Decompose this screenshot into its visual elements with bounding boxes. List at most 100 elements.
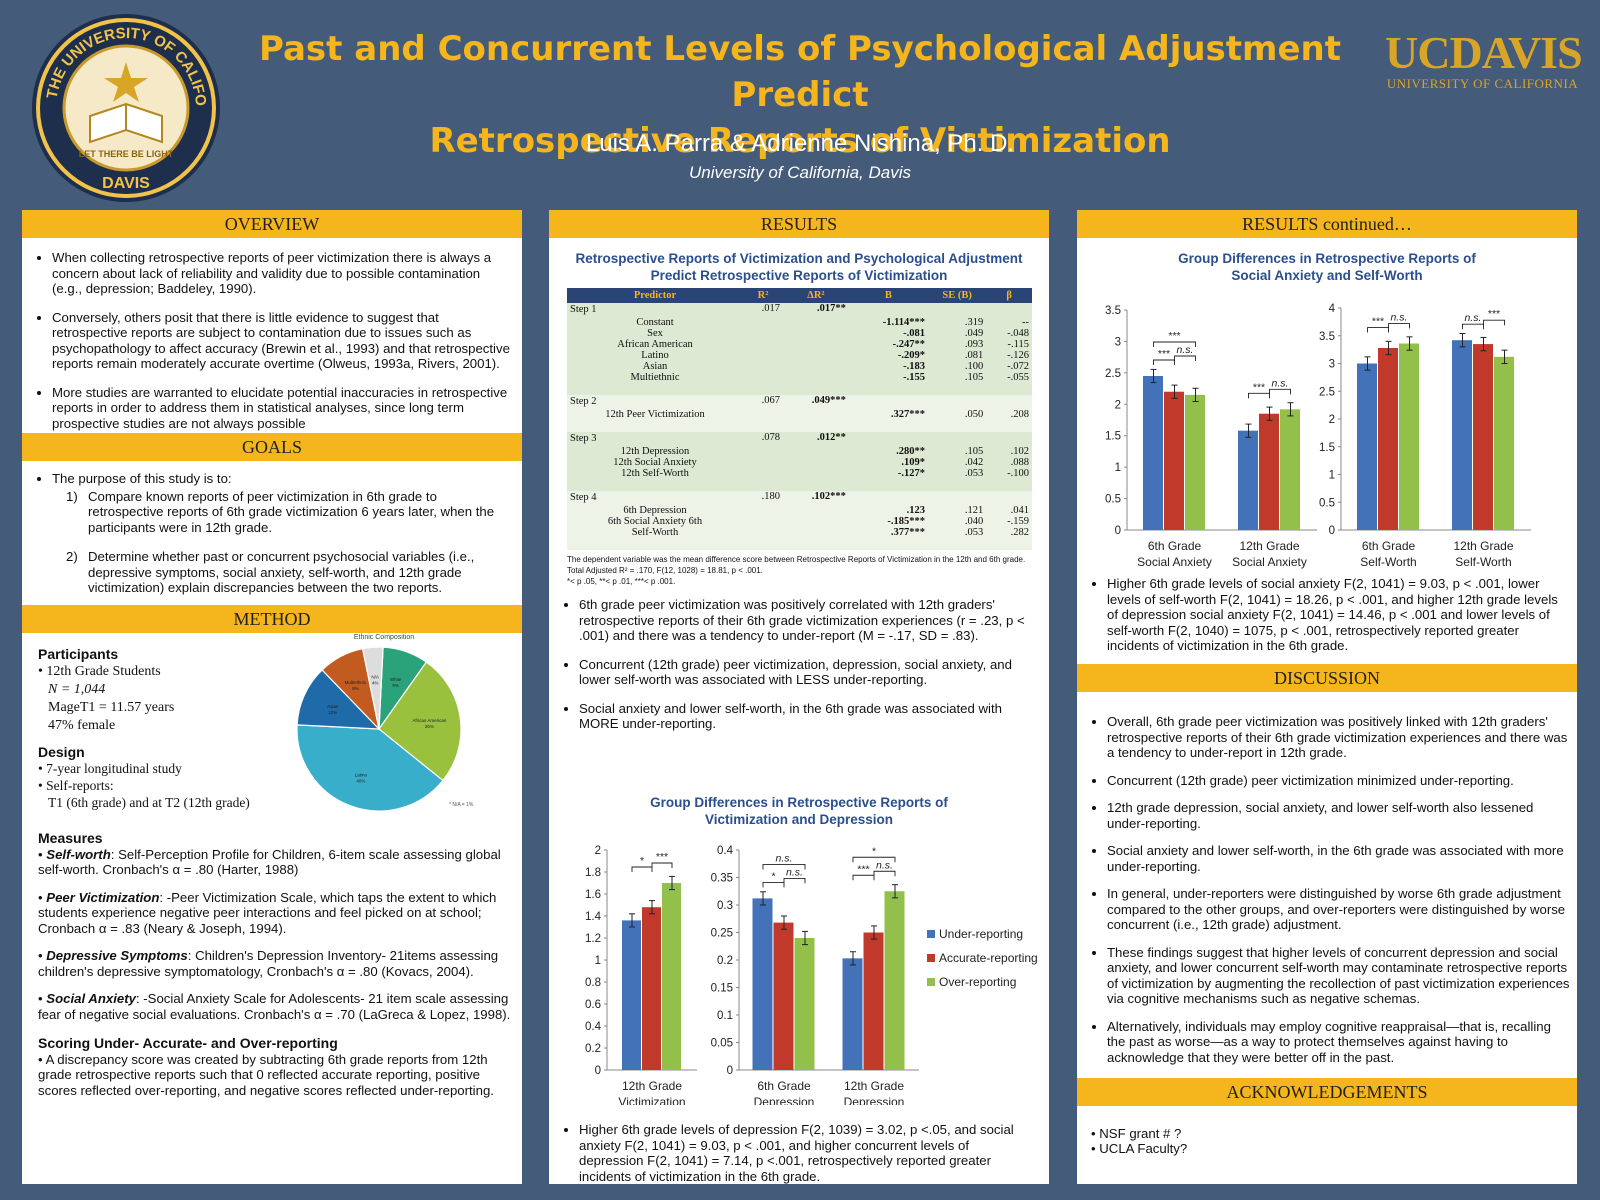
table-row: Self-Worth .377*** .053 .282	[567, 527, 1032, 538]
significance-bracket	[852, 874, 875, 881]
table-cell: .012**	[816, 432, 846, 443]
acknowledgements-heading: ACKNOWLEDGEMENTS	[1077, 1078, 1577, 1106]
table-cell: .102	[1010, 446, 1029, 457]
measure-item: • Social Anxiety: -Social Anxiety Scale …	[38, 991, 511, 1022]
x-category-label: Social Anxiety	[1137, 555, 1212, 569]
table-cell: -.127*	[897, 468, 926, 479]
significance-bracket	[1388, 323, 1410, 329]
results-bullet: 6th grade peer victimization was positiv…	[579, 597, 1035, 644]
goal-text: Determine whether past or concurrent psy…	[88, 549, 475, 595]
bar	[794, 938, 815, 1070]
table-cell: .102***	[811, 491, 846, 502]
significance-bracket	[1153, 359, 1175, 365]
significance-label: ***	[1168, 330, 1180, 342]
pie-value-label: 26%	[425, 724, 434, 729]
x-category-label: 12th Grade	[1239, 539, 1299, 553]
predictor-name: 12th Peer Victimization	[605, 409, 705, 420]
table-cell	[783, 527, 849, 538]
table-cell: .078	[761, 432, 780, 443]
victimization-depression-chart: 0 0.2 0.4 0.6 0.8 1 1.2 1.4 1.6 1.8 2 12th Grade Vic…	[585, 845, 1038, 1105]
predictor-name: African American	[617, 339, 693, 350]
table-row: Step 3 12th Depression .078 .012** .280** .10…	[567, 432, 1032, 457]
ack-item: • NSF grant # ?	[1091, 1126, 1182, 1141]
y-tick-label: 0.6	[585, 999, 601, 1011]
x-category-label: 6th Grade	[1362, 539, 1416, 553]
y-tick-label: 0.4	[585, 1021, 602, 1033]
bar	[1357, 363, 1377, 530]
predictor-name: 12th Depression	[620, 446, 690, 457]
overview-bullet: More studies are warranted to elucidate …	[52, 385, 510, 432]
y-tick-label: 0	[1329, 525, 1335, 537]
y-tick-label: 1.5	[1105, 431, 1121, 443]
table-cell: .041	[1010, 505, 1029, 516]
table-cell	[783, 468, 849, 479]
table-row: Multiethnic -.155 .105 -.055	[567, 372, 1032, 383]
pie-slice	[296, 724, 444, 812]
y-tick-label: 1.2	[585, 933, 601, 945]
table-cell: -.048	[1007, 328, 1029, 339]
table-cell	[743, 527, 783, 538]
scoring-title: Scoring Under- Accurate- and Over-report…	[38, 1035, 338, 1051]
ethnic-pie-chart: Ethnic Composition * N/A = 1% White9%Afr…	[296, 634, 474, 812]
overview-section: When collecting retrospective reports of…	[22, 238, 522, 433]
y-tick-label: 1	[1115, 462, 1121, 474]
table-cell	[743, 457, 783, 468]
table-row: Step 1 Constant .017 .017** -1.114*** .319 --	[567, 303, 1032, 328]
table-cell: .282	[1010, 527, 1029, 538]
predictor-name: Constant	[636, 317, 674, 328]
table-cell: .377***	[890, 527, 926, 538]
discussion-bullet: Alternatively, individuals may employ co…	[1107, 1019, 1571, 1066]
authors: Luis A. Parra & Adrienne Nishina, Ph. D.	[585, 130, 1015, 157]
significance-label: n.s.	[776, 852, 793, 864]
participants-item: 47% female	[48, 717, 116, 733]
x-category-label: 12th Grade	[844, 1079, 904, 1093]
table-cell	[743, 361, 783, 372]
table-cell: .049***	[811, 395, 846, 406]
predictor-name: Asian	[642, 361, 668, 372]
pie-label: N/A	[371, 674, 379, 679]
y-tick-label: 0.25	[711, 928, 733, 940]
overview-bullet: When collecting retrospective reports of…	[52, 250, 510, 297]
table-cell	[743, 328, 783, 339]
y-tick-label: 3.5	[1105, 305, 1121, 317]
pie-label: African American	[412, 718, 447, 723]
chart1-bullet: Higher 6th grade levels of depression F(…	[563, 1122, 1035, 1197]
results-bullets: 6th grade peer victimization was positiv…	[549, 587, 1049, 732]
y-tick-label: 0.5	[1319, 497, 1335, 509]
x-category-label: Depression	[844, 1095, 905, 1105]
discussion-bullet: In general, under-reporters were disting…	[1107, 886, 1571, 933]
results-continued-heading: RESULTS continued…	[1077, 210, 1577, 238]
x-category-label: 6th Grade	[1148, 539, 1202, 553]
discussion-bullet: 12th grade depression, social anxiety, a…	[1107, 800, 1571, 831]
acknowledgements-section: • NSF grant # ? • UCLA Faculty?	[1091, 1126, 1571, 1156]
significance-label: n.s.	[1465, 312, 1482, 324]
table-cell: -.072	[1007, 361, 1029, 372]
table-cell	[743, 372, 783, 383]
step-label: Step 3	[570, 433, 597, 444]
table-cell: .121	[964, 505, 984, 516]
goal-number: 1)	[66, 488, 78, 504]
table-cell: .327***	[890, 409, 926, 420]
table-title: Retrospective Reports of Victimization a…	[575, 251, 1023, 283]
column-middle: RESULTS Retrospective Reports of Victimi…	[549, 210, 1049, 1184]
discussion-bullet: These findings suggest that higher level…	[1107, 945, 1571, 1007]
pie-title: Ethnic Composition	[354, 634, 414, 641]
predictor-name: Sex	[647, 328, 663, 339]
results-bullet: Concurrent (12th grade) peer victimizati…	[579, 657, 1035, 688]
table-cell	[743, 516, 783, 527]
table-cell: .088	[1010, 457, 1029, 468]
overview-bullet: Conversely, others posit that there is l…	[52, 310, 510, 372]
predictor-name: Latino	[641, 350, 669, 361]
y-tick-label: 1.4	[585, 911, 602, 923]
y-tick-label: 1.5	[1319, 442, 1335, 454]
y-tick-label: 2	[595, 845, 601, 857]
significance-bracket	[1174, 355, 1196, 361]
significance-label: n.s.	[876, 859, 893, 871]
significance-label: ***	[1253, 381, 1265, 393]
table-cell	[783, 350, 849, 361]
table-significance: *< p .05, **< p .01, ***< p .001.	[567, 577, 676, 586]
y-tick-label: 0.1	[717, 1010, 733, 1022]
bar	[662, 883, 681, 1070]
x-category-label: 12th Grade	[622, 1079, 682, 1093]
logo-big-text: UCDAVIS	[1385, 27, 1583, 78]
